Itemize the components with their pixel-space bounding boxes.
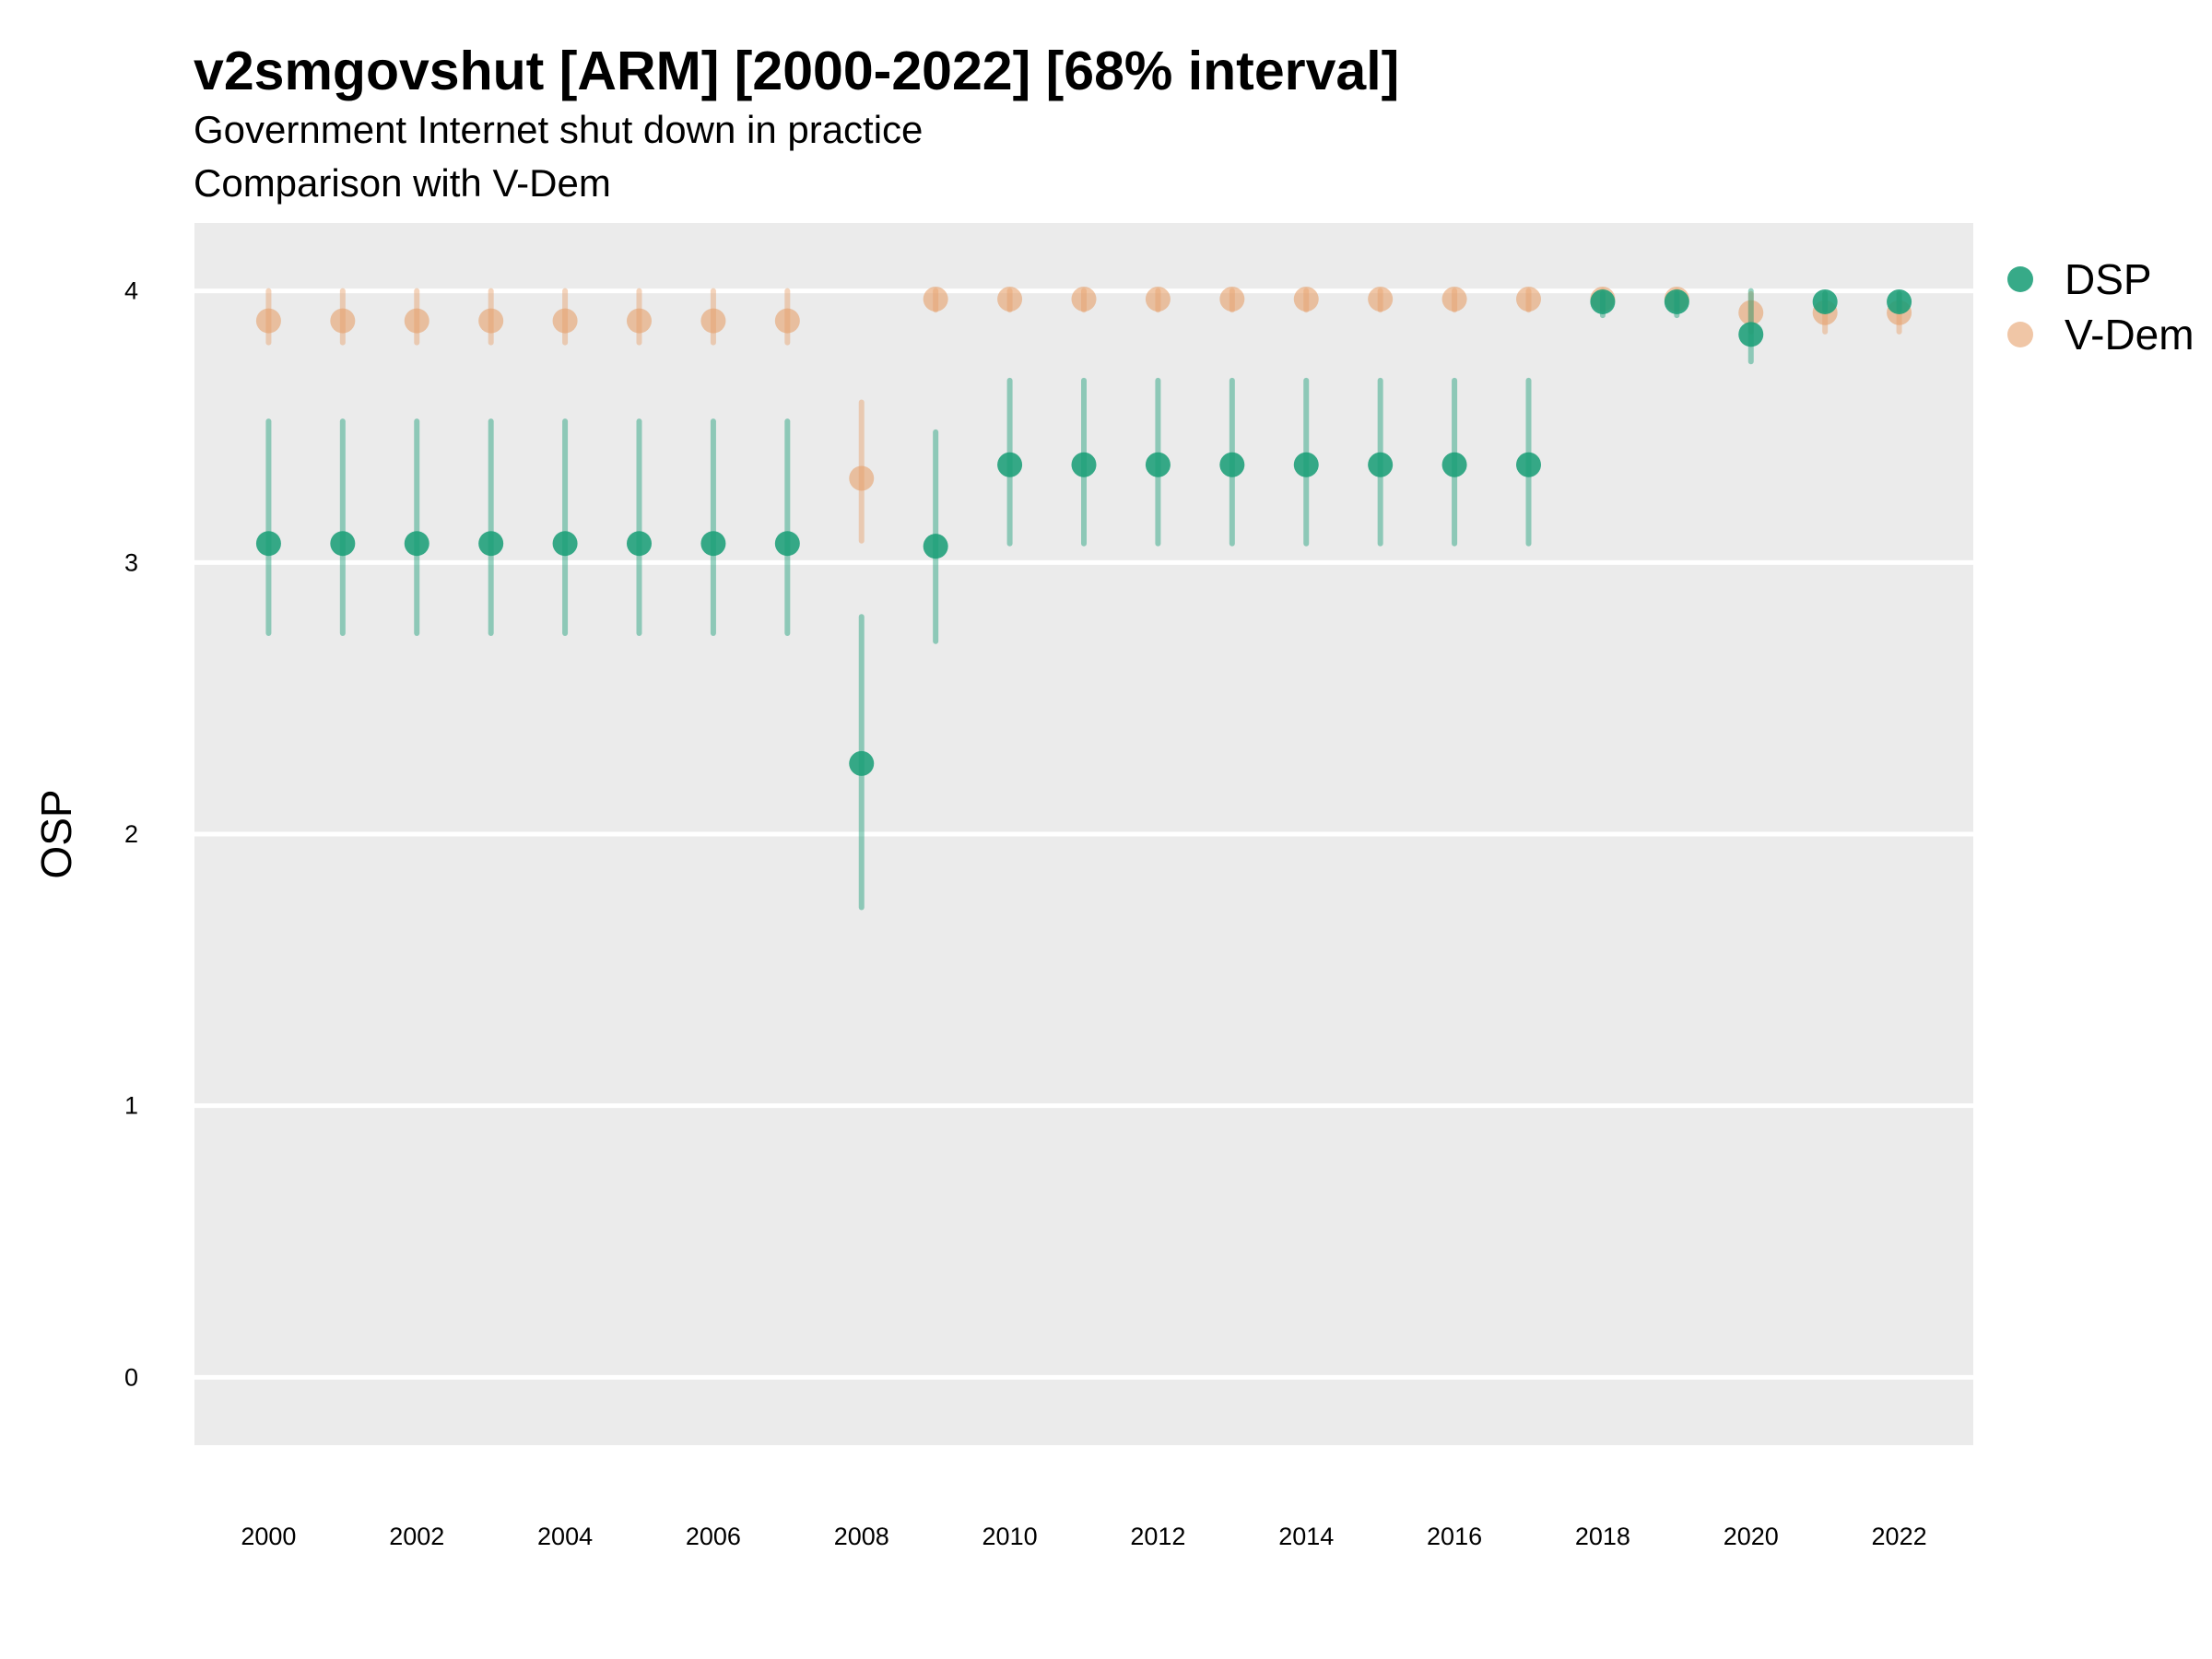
y-axis-label: OSP — [32, 789, 80, 878]
v-dem-point-2003 — [478, 308, 504, 334]
v-dem-point-2000 — [255, 308, 281, 334]
v-dem-point-2017 — [1516, 287, 1541, 312]
dsp-point-2012 — [1145, 452, 1171, 477]
dsp-point-2019 — [1664, 288, 1689, 314]
x-tick-label-2000: 2000 — [241, 1523, 296, 1550]
x-tick-label-2018: 2018 — [1575, 1523, 1630, 1550]
v-dem-point-2014 — [1293, 287, 1319, 312]
dsp-point-2016 — [1441, 452, 1467, 477]
series-dsp — [255, 288, 1912, 911]
chart-subtitle-line-2: Comparison with V-Dem — [194, 161, 611, 205]
dsp-point-2021 — [1812, 288, 1838, 314]
dsp-point-2000 — [255, 531, 281, 557]
data-series — [255, 287, 1912, 911]
dsp-point-2014 — [1293, 452, 1319, 477]
y-tick-label-0: 0 — [124, 1363, 138, 1391]
dsp-point-2007 — [774, 531, 800, 557]
legend-key-v-dem — [2007, 322, 2033, 347]
v-dem-point-2010 — [997, 287, 1023, 312]
chart-subtitle-line-1: Government Internet shut down in practic… — [194, 108, 923, 151]
x-tick-label-2006: 2006 — [686, 1523, 741, 1550]
chart-title: v2smgovshut [ARM] [2000-2022] [68% inter… — [194, 41, 1399, 101]
dsp-point-2017 — [1516, 452, 1541, 477]
x-tick-label-2022: 2022 — [1872, 1523, 1927, 1550]
v-dem-point-2008 — [849, 465, 875, 491]
x-tick-label-2016: 2016 — [1427, 1523, 1482, 1550]
v-dem-point-2013 — [1219, 287, 1245, 312]
dsp-point-2011 — [1071, 452, 1097, 477]
v-dem-point-2011 — [1071, 287, 1097, 312]
v-dem-point-2005 — [627, 308, 652, 334]
grid-lines — [194, 288, 1973, 1380]
dsp-point-2004 — [552, 531, 578, 557]
dsp-point-2015 — [1368, 452, 1394, 477]
dsp-point-2010 — [997, 452, 1023, 477]
v-dem-point-2007 — [774, 308, 800, 334]
y-tick-label-4: 4 — [124, 277, 138, 305]
x-tick-label-2020: 2020 — [1724, 1523, 1779, 1550]
x-tick-label-2012: 2012 — [1130, 1523, 1185, 1550]
dsp-point-2008 — [849, 750, 875, 776]
v-dem-point-2016 — [1441, 287, 1467, 312]
x-axis-ticks: 2000 2002 2004 2006 2008 2010 2012 2014 2016 2018… — [241, 1523, 1926, 1550]
dsp-point-2022 — [1887, 288, 1912, 314]
v-dem-point-2012 — [1145, 287, 1171, 312]
legend-label-dsp: DSP — [2065, 255, 2152, 303]
y-tick-label-3: 3 — [124, 548, 138, 576]
v-dem-point-2004 — [552, 308, 578, 334]
x-tick-label-2014: 2014 — [1278, 1523, 1334, 1550]
y-tick-label-1: 1 — [124, 1092, 138, 1120]
dsp-point-2013 — [1219, 452, 1245, 477]
v-dem-point-2009 — [923, 287, 948, 312]
dsp-point-2006 — [700, 531, 726, 557]
dsp-point-2001 — [330, 531, 356, 557]
legend: DSP V-Dem — [2007, 255, 2194, 359]
v-dem-point-2002 — [404, 308, 429, 334]
legend-key-dsp — [2007, 266, 2033, 292]
v-dem-point-2015 — [1368, 287, 1394, 312]
v-dem-point-2006 — [700, 308, 726, 334]
x-tick-label-2008: 2008 — [834, 1523, 889, 1550]
x-tick-label-2004: 2004 — [537, 1523, 593, 1550]
legend-label-v-dem: V-Dem — [2065, 311, 2194, 359]
dsp-point-2020 — [1738, 322, 1764, 347]
dsp-point-2005 — [627, 531, 652, 557]
dsp-point-2003 — [478, 531, 504, 557]
dsp-point-2002 — [404, 531, 429, 557]
v-dem-point-2020 — [1738, 300, 1764, 325]
x-tick-label-2002: 2002 — [389, 1523, 444, 1550]
x-tick-label-2010: 2010 — [982, 1523, 1038, 1550]
y-tick-label-2: 2 — [124, 820, 138, 848]
dsp-point-2018 — [1590, 288, 1616, 314]
v-dem-point-2001 — [330, 308, 356, 334]
dsp-point-2009 — [923, 534, 948, 559]
y-axis-ticks: 0 1 2 3 4 — [124, 277, 138, 1392]
